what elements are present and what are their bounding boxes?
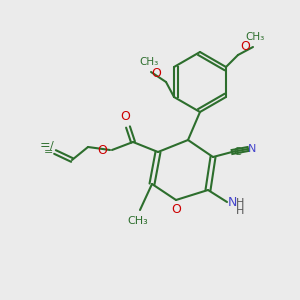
Text: O: O: [120, 110, 130, 123]
Text: C: C: [233, 147, 241, 157]
Text: O: O: [240, 40, 250, 53]
Text: /: /: [50, 141, 54, 151]
Text: H: H: [236, 198, 244, 208]
Text: O: O: [151, 67, 161, 80]
Text: N: N: [248, 144, 256, 154]
Text: O: O: [97, 143, 107, 157]
Text: =: =: [40, 140, 50, 152]
Text: CH₃: CH₃: [128, 216, 148, 226]
Text: O: O: [171, 203, 181, 216]
Text: CH₃: CH₃: [140, 57, 159, 67]
Text: =: =: [44, 147, 53, 157]
Text: H: H: [236, 206, 244, 216]
Text: N: N: [228, 196, 237, 208]
Text: CH₃: CH₃: [245, 32, 265, 42]
